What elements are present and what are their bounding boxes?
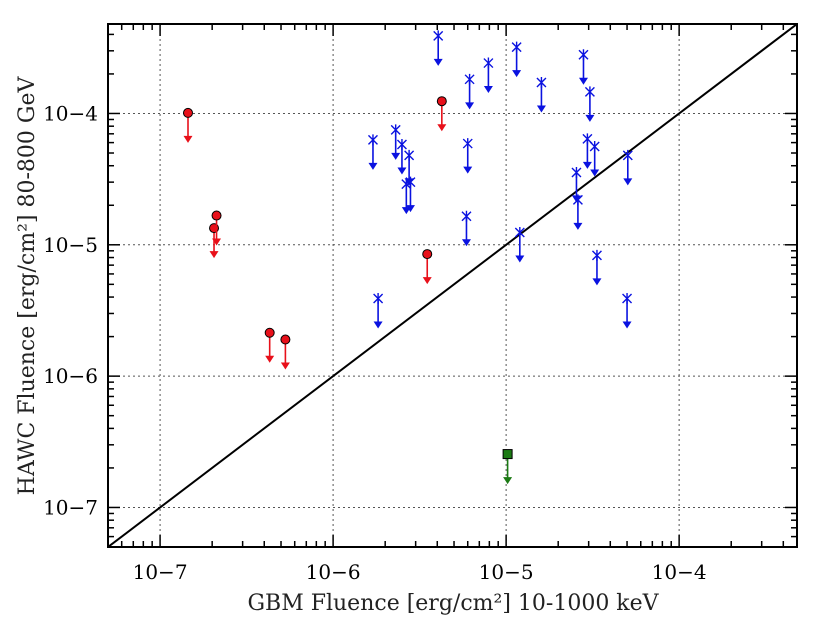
blue-point (373, 293, 384, 305)
upper-limit-arrowhead (465, 102, 475, 110)
y-tick-label: 10−4 (43, 101, 98, 125)
upper-limit-arrowhead (463, 166, 473, 174)
upper-limit-arrowhead (433, 58, 443, 66)
blue-point (572, 194, 583, 206)
upper-limit-arrowhead (280, 362, 290, 370)
upper-limit-arrowhead (183, 135, 193, 143)
blue-point (461, 210, 472, 222)
x-axis-label: GBM Fluence [erg/cm²] 10-1000 keV (247, 591, 659, 616)
upper-limit-arrowhead (212, 238, 222, 246)
y-tick-label: 10−7 (43, 495, 98, 519)
upper-limit-arrowhead (209, 251, 219, 259)
blue-point (404, 149, 415, 161)
upper-limit-arrowhead (391, 152, 401, 160)
blue-point (589, 141, 600, 153)
blue-point (462, 138, 473, 150)
upper-limit-arrowhead (592, 278, 602, 286)
blue-point (483, 57, 494, 69)
blue-point (511, 41, 522, 53)
blue-point (578, 49, 589, 61)
upper-limit-arrowhead (373, 321, 383, 329)
upper-limit-arrowhead (405, 205, 415, 213)
upper-limit-arrowhead (512, 70, 522, 78)
upper-limit-arrowhead (368, 162, 378, 170)
red-point (280, 334, 291, 345)
blue-point (536, 77, 547, 89)
upper-limit-arrowhead (404, 178, 414, 186)
x-tick-label: 10−5 (479, 560, 534, 584)
x-tick-label: 10−7 (133, 560, 188, 584)
grid (108, 24, 797, 547)
y-tick-label: 10−5 (43, 233, 98, 257)
upper-limit-arrowhead (590, 169, 600, 177)
red-point (183, 107, 194, 118)
tick-labels: 10−7 10−6 10−5 10−4 10−7 10−6 10−5 10−4 (43, 101, 707, 584)
blue-point (390, 124, 401, 136)
blue-point (622, 149, 633, 161)
upper-limit-arrowhead (573, 222, 583, 230)
blue-point (464, 73, 475, 85)
blue-point (433, 30, 444, 42)
upper-limit-arrowhead (585, 114, 595, 122)
blue-point (405, 176, 416, 188)
blue-point (622, 293, 633, 305)
blue-point (367, 134, 378, 146)
upper-limit-arrowhead (503, 477, 513, 485)
upper-limit-arrowhead (397, 167, 407, 175)
upper-limit-arrowhead (578, 77, 588, 85)
red-point (436, 96, 447, 107)
upper-limit-arrowhead (422, 277, 432, 285)
blue-point (591, 249, 602, 261)
reference-line-layer (108, 24, 797, 547)
equality-line (108, 24, 797, 547)
green-point (502, 449, 513, 460)
red-point (264, 327, 275, 338)
y-tick-label: 10−6 (43, 364, 98, 388)
upper-limit-arrowhead (536, 105, 546, 113)
upper-limit-arrowhead (515, 255, 525, 263)
upper-limit-arrowhead (461, 239, 471, 247)
blue-point (584, 86, 595, 98)
blue-point (396, 139, 407, 151)
blue-point (514, 227, 525, 239)
upper-limit-arrowhead (437, 124, 447, 132)
red-point (211, 210, 222, 221)
upper-limit-arrowhead (622, 321, 632, 329)
y-axis-label: HAWC Fluence [erg/cm²] 80-800 GeV (15, 76, 40, 496)
upper-limit-arrowhead (582, 161, 592, 169)
plot-frame (107, 23, 798, 548)
upper-limit-arrowhead (483, 86, 493, 94)
marker-layer (183, 30, 633, 485)
upper-limit-arrowhead (623, 178, 633, 186)
red-point (422, 249, 433, 260)
blue-point (571, 167, 582, 179)
x-tick-label: 10−6 (306, 560, 361, 584)
upper-limit-arrowhead (265, 355, 275, 363)
x-tick-label: 10−4 (652, 560, 707, 584)
